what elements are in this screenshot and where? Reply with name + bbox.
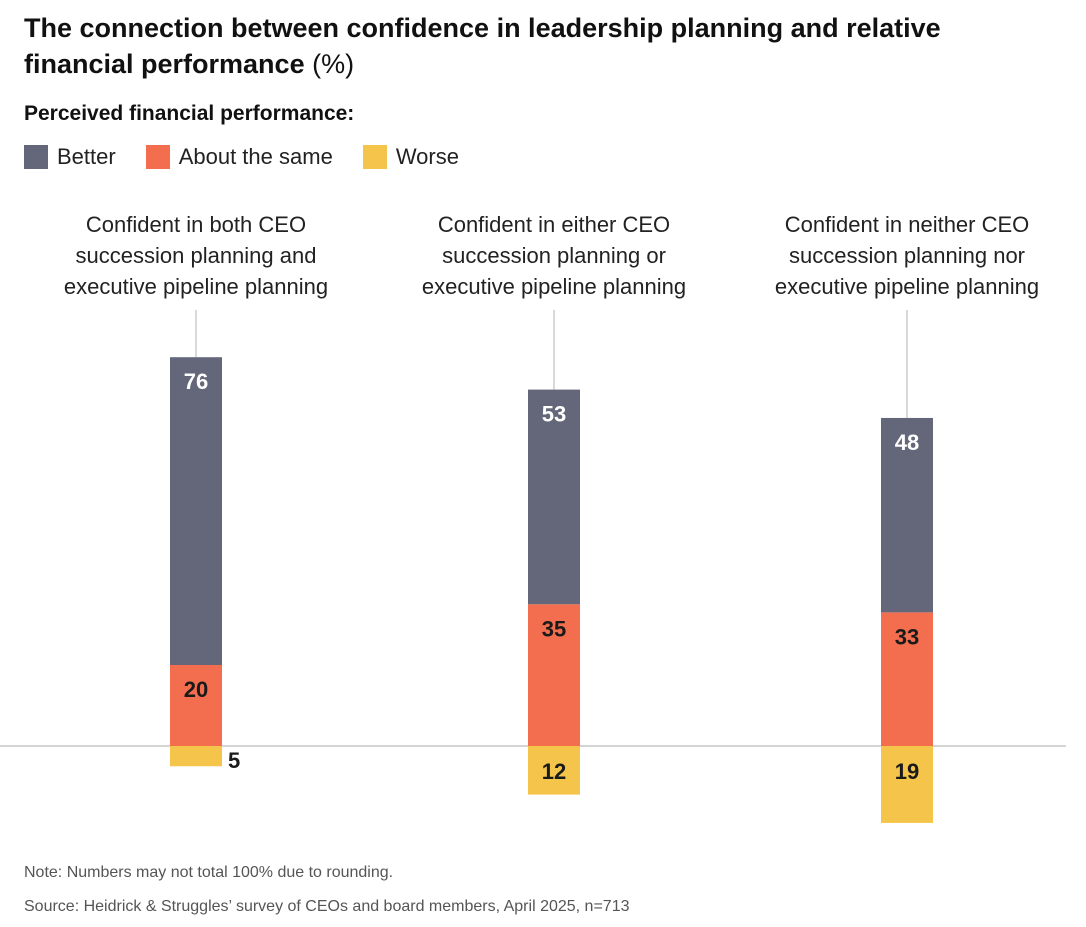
- bar-better-3: [881, 417, 933, 613]
- value-label-better-1: 76: [184, 369, 208, 394]
- bar-better-1: [170, 357, 222, 665]
- footnote: Note: Numbers may not total 100% due to …: [24, 864, 394, 881]
- legend-swatch-worse: [362, 145, 387, 169]
- value-label-worse-3: 19: [895, 759, 919, 784]
- value-label-about-the-same-2: 35: [542, 616, 566, 641]
- category-label-3-line-1: Confident in neither CEO: [785, 212, 1030, 237]
- legend-item-better: Better: [24, 144, 116, 170]
- category-label-2-line-1: Confident in either CEO: [438, 212, 670, 237]
- category-label-2-line-2: succession planning or: [442, 243, 666, 268]
- legend: Better About the same Worse: [24, 144, 489, 170]
- chart-title: The connection between confidence in lea…: [24, 10, 1044, 82]
- category-label-3-line-3: executive pipeline planning: [775, 274, 1039, 299]
- chart-title-unit: (%): [312, 49, 355, 79]
- bar-worse-3: [881, 746, 933, 823]
- legend-label-better: Better: [57, 144, 116, 169]
- bar-about-the-same-1: [170, 665, 222, 746]
- value-label-worse-2: 12: [542, 759, 566, 784]
- category-label-2-line-3: executive pipeline planning: [422, 274, 686, 299]
- bar-about-the-same-3: [881, 612, 933, 746]
- value-label-about-the-same-1: 20: [184, 677, 208, 702]
- legend-item-about-the-same: About the same: [145, 144, 333, 170]
- source-note: Source: Heidrick & Struggles’ survey of …: [24, 898, 630, 915]
- category-label-1-line-2: succession planning and: [76, 243, 317, 268]
- category-label-1-line-1: Confident in both CEO: [86, 212, 306, 237]
- value-label-about-the-same-3: 33: [895, 624, 919, 649]
- value-label-better-2: 53: [542, 402, 566, 427]
- bar-about-the-same-2: [528, 604, 580, 746]
- legend-swatch-better: [24, 145, 48, 169]
- category-label-3-line-2: succession planning nor: [789, 243, 1025, 268]
- bar-worse-2: [528, 746, 580, 795]
- legend-label-worse: Worse: [395, 144, 459, 169]
- value-label-better-3: 48: [895, 430, 919, 455]
- legend-heading: Perceived financial performance:: [24, 102, 355, 125]
- legend-label-about-the-same: About the same: [178, 144, 333, 169]
- legend-item-worse: Worse: [362, 144, 459, 170]
- chart-title-text: The connection between confidence in lea…: [24, 13, 941, 79]
- value-label-worse-1: 5: [228, 748, 240, 773]
- legend-swatch-about-the-same: [145, 145, 170, 169]
- bar-worse-1: [170, 746, 222, 767]
- bar-better-2: [528, 389, 580, 605]
- category-label-1-line-3: executive pipeline planning: [64, 274, 328, 299]
